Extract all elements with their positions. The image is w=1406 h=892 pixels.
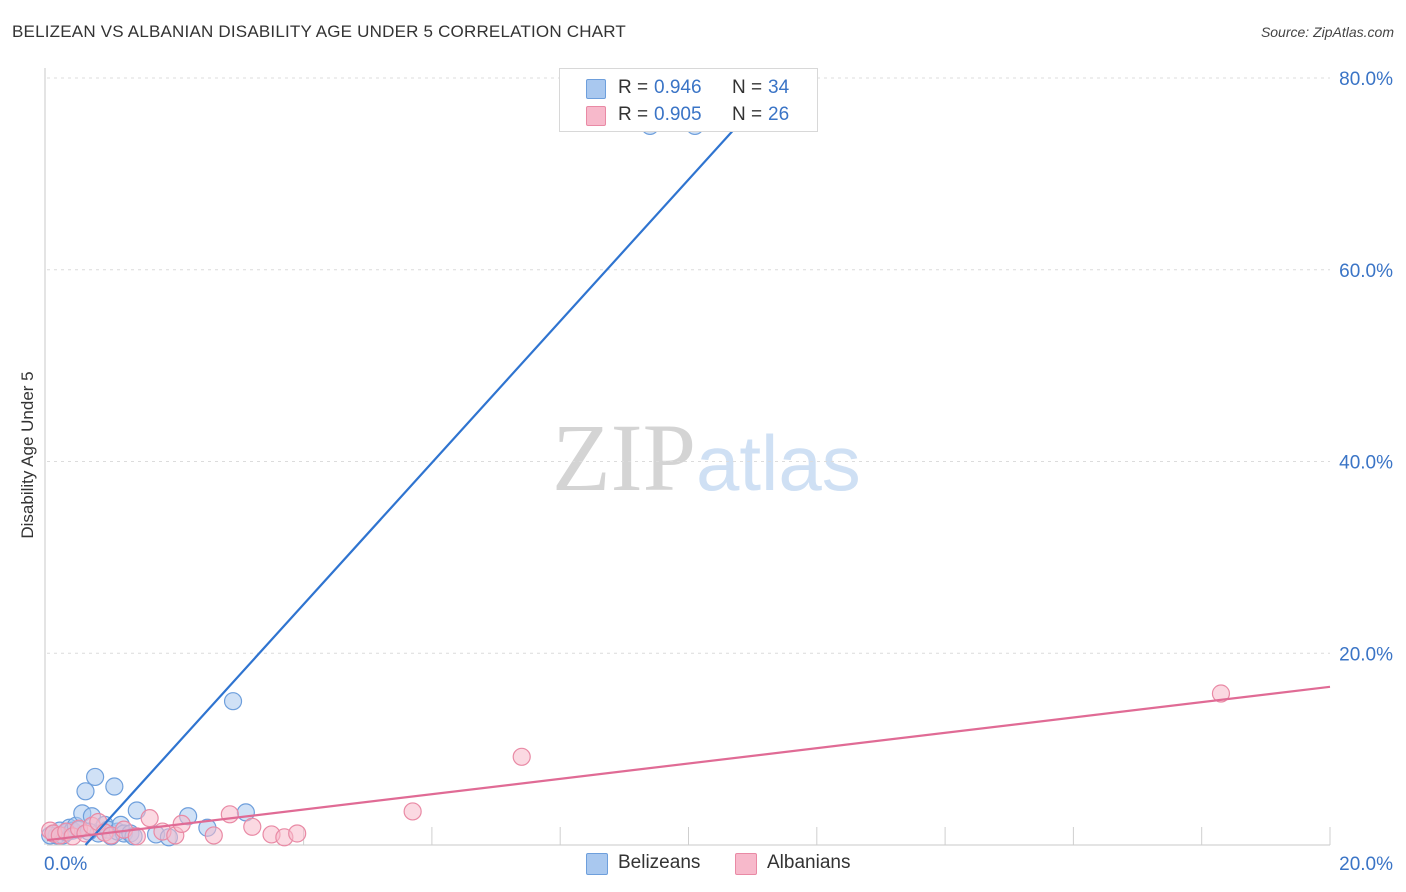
data-point xyxy=(512,747,531,766)
watermark: ZIPatlas xyxy=(552,402,861,513)
data-point xyxy=(220,805,239,824)
series-legend: Belizeans Albanians xyxy=(0,852,1406,878)
source-credit: Source: ZipAtlas.com xyxy=(1260,24,1394,40)
y-tick-label: 60.0% xyxy=(1339,261,1393,282)
legend-r-label: R = xyxy=(618,104,649,125)
watermark-atlas: atlas xyxy=(696,419,861,507)
legend-label-belizeans: Belizeans xyxy=(618,852,701,873)
legend-n-label: N = xyxy=(732,104,763,125)
data-point xyxy=(288,824,307,843)
legend-r-label: R = xyxy=(618,77,649,98)
data-point xyxy=(243,817,262,836)
legend-r-value: 0.905 xyxy=(654,104,702,125)
legend-row-albanians: R = 0.905 N = 26 xyxy=(560,100,817,128)
legend-swatch-belizeans xyxy=(586,79,606,99)
x-tick-label: 0.0% xyxy=(44,854,87,875)
y-tick-label: 80.0% xyxy=(1339,69,1393,90)
data-point xyxy=(204,826,223,845)
data-point xyxy=(403,802,422,821)
trend-line xyxy=(84,86,773,846)
legend-n-label: N = xyxy=(732,77,763,98)
data-point xyxy=(1211,684,1231,703)
legend-row-belizeans: R = 0.946 N = 34 xyxy=(560,73,817,101)
watermark-zip: ZIP xyxy=(552,404,696,511)
data-point xyxy=(127,827,146,846)
chart-title: BELIZEAN VS ALBANIAN DISABILITY AGE UNDE… xyxy=(12,22,626,41)
legend-swatch-albanians xyxy=(586,106,606,126)
legend-n-value: 26 xyxy=(768,104,790,125)
legend-label-albanians: Albanians xyxy=(767,852,851,873)
legend-n-value: 34 xyxy=(768,77,790,98)
y-tick-label: 20.0% xyxy=(1339,644,1393,665)
legend-r-value: 0.946 xyxy=(654,77,702,98)
data-point xyxy=(223,692,243,711)
data-point xyxy=(140,809,159,828)
data-point xyxy=(86,767,105,787)
x-tick-label: 20.0% xyxy=(1339,854,1393,875)
trend-line xyxy=(46,685,1331,842)
y-axis-title: Disability Age Under 5 xyxy=(18,371,37,538)
data-point xyxy=(76,782,95,801)
data-point xyxy=(105,777,124,796)
y-tick-label: 40.0% xyxy=(1339,453,1393,474)
legend-swatch-belizeans xyxy=(586,853,608,875)
legend-swatch-albanians xyxy=(735,853,757,875)
correlation-legend: R = 0.946 N = 34 R = 0.905 N = 26 xyxy=(559,68,818,132)
